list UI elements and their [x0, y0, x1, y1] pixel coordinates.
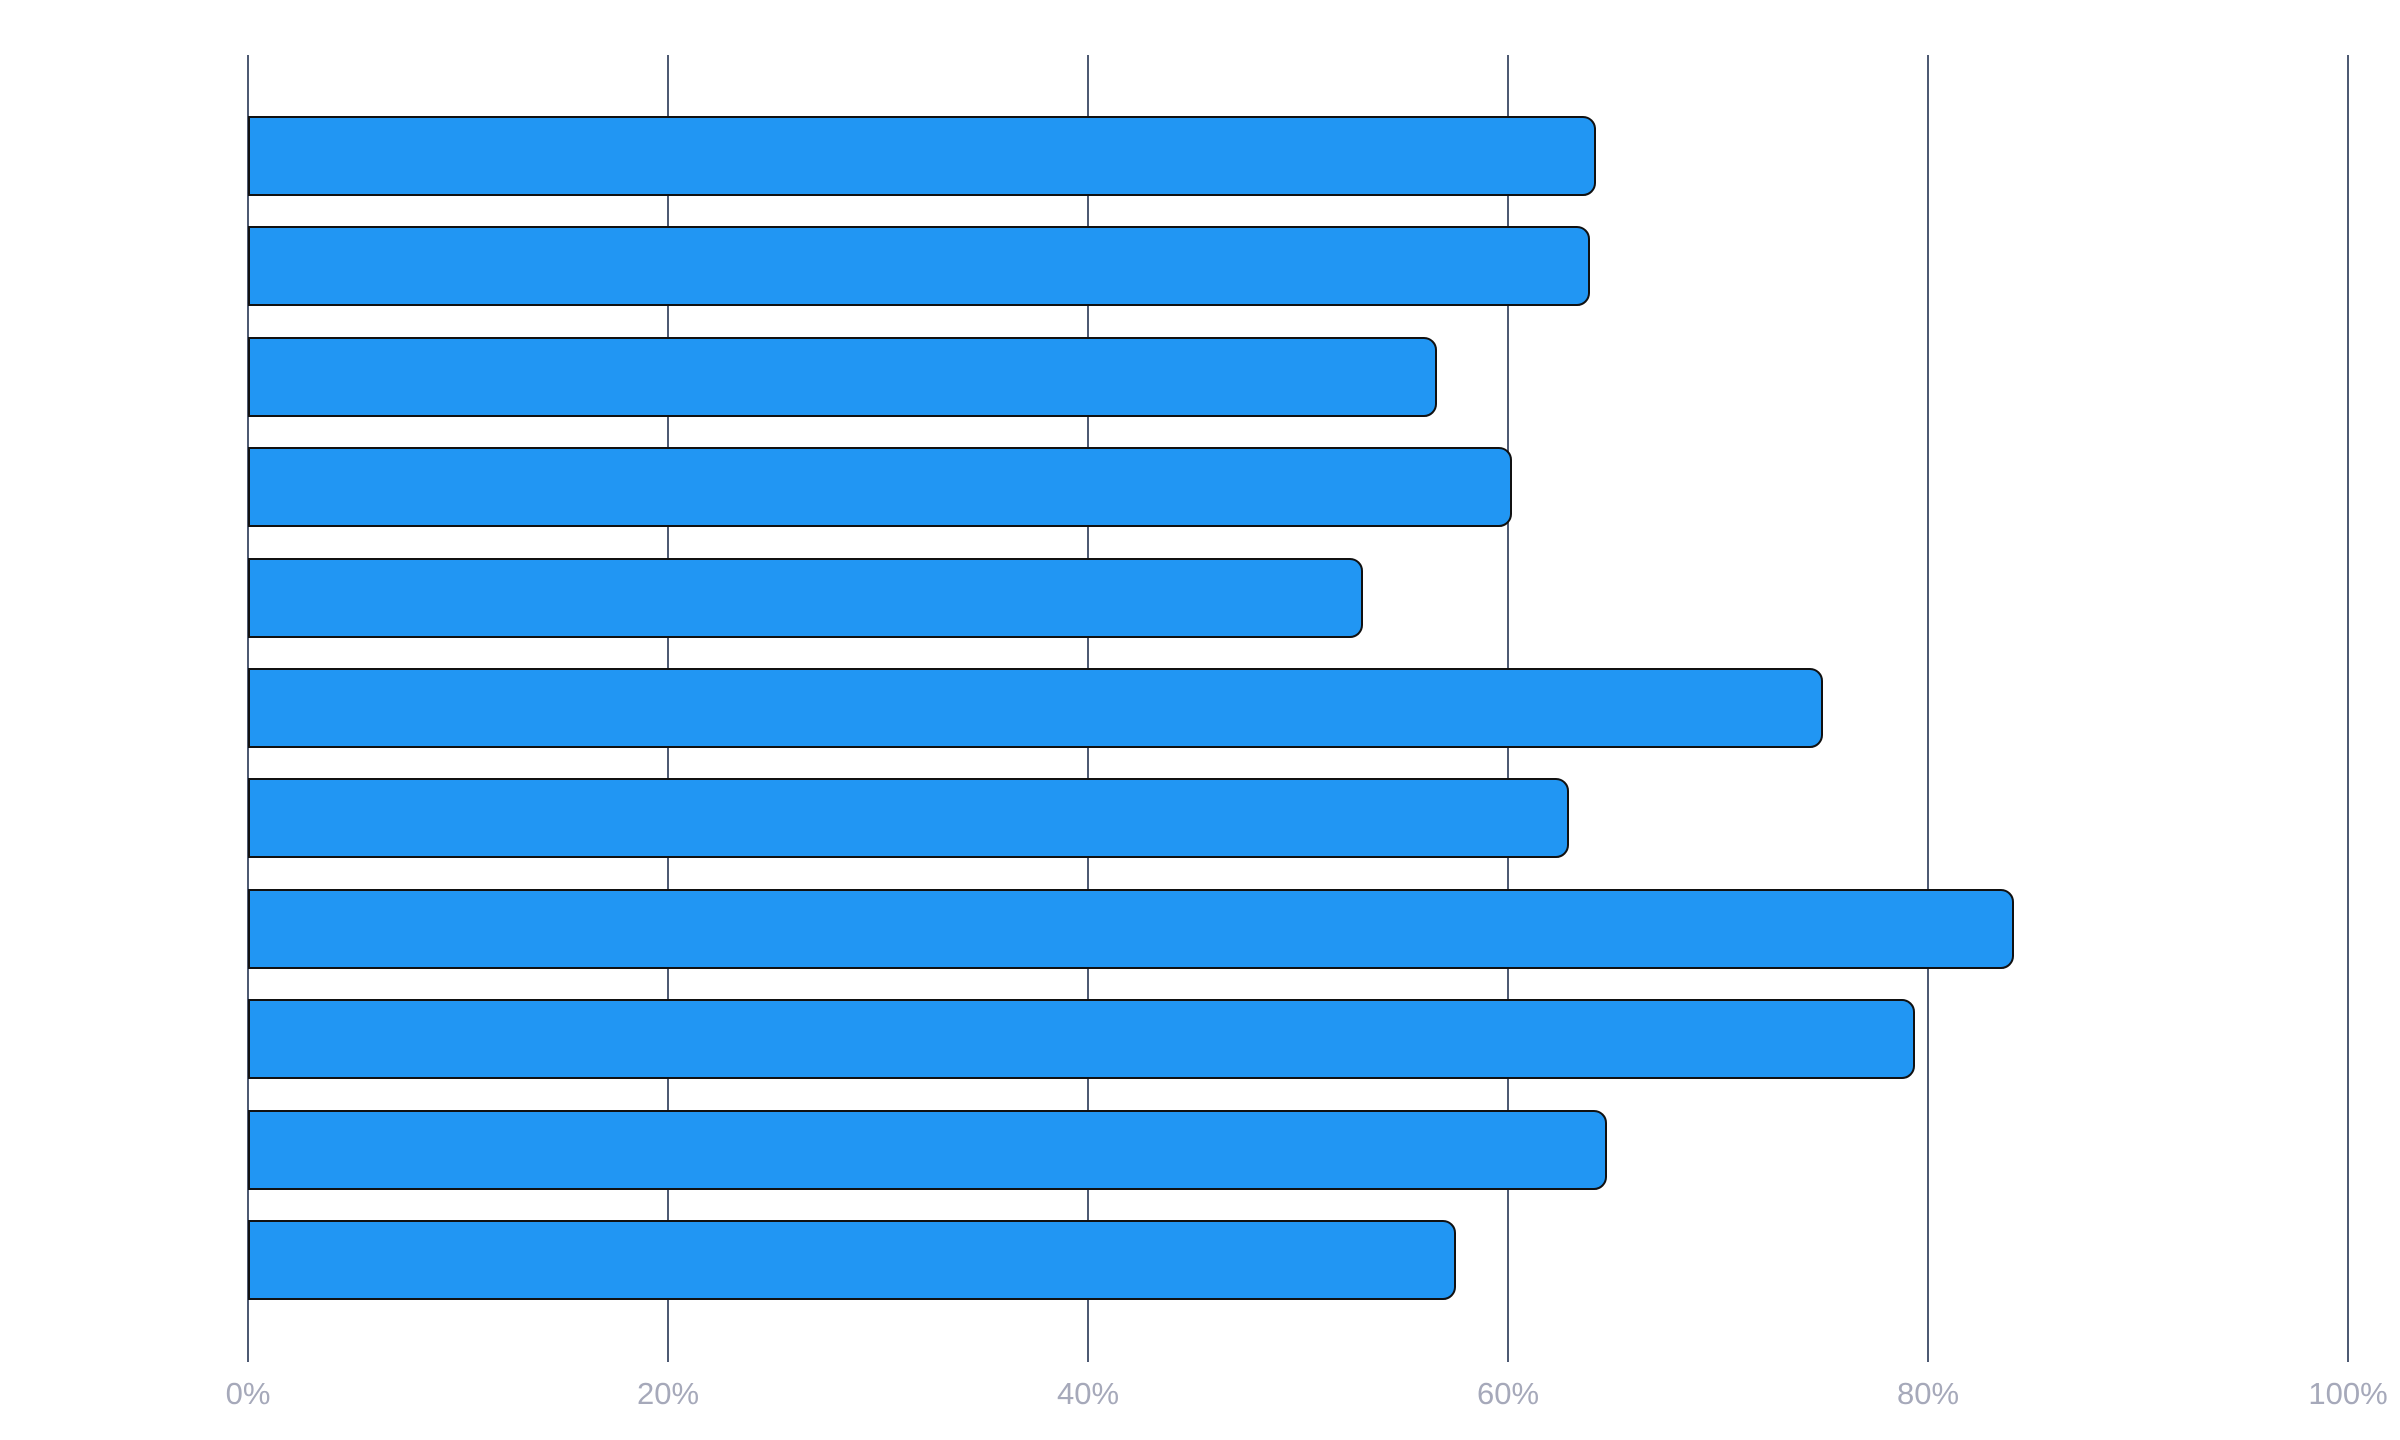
bar — [248, 557, 1364, 638]
bar — [248, 778, 1569, 859]
bar — [248, 116, 1597, 196]
bar — [248, 1109, 1607, 1190]
bar — [248, 668, 1823, 748]
bar — [248, 447, 1513, 528]
x-axis-tick-label: 0% — [225, 1376, 271, 1411]
bar — [248, 1220, 1456, 1300]
x-axis-tick-label: 80% — [1896, 1376, 1960, 1411]
x-axis-tick-label: 60% — [1476, 1376, 1540, 1411]
x-axis-tick-label: 20% — [636, 1376, 700, 1411]
x-axis-tick-label: 40% — [1056, 1376, 1120, 1411]
bar — [248, 888, 2015, 969]
gridline — [2347, 55, 2349, 1362]
gridline — [1927, 55, 1929, 1362]
bar — [248, 336, 1437, 417]
bar — [248, 226, 1590, 307]
x-axis-tick-label: 100% — [2308, 1376, 2388, 1411]
bar — [248, 999, 1916, 1080]
